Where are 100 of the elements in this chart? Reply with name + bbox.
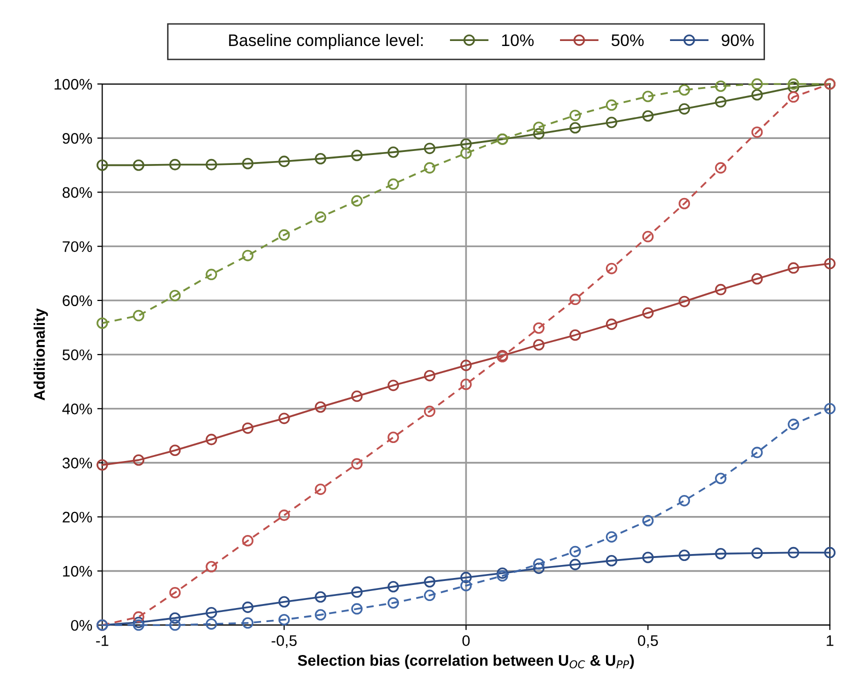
point <box>314 591 326 603</box>
point <box>751 273 763 284</box>
point <box>751 78 763 90</box>
point <box>788 91 800 103</box>
point <box>278 614 290 626</box>
point <box>606 531 618 543</box>
point <box>169 158 181 170</box>
point <box>351 150 363 162</box>
point <box>460 572 472 584</box>
point <box>278 156 290 168</box>
y-axis-title: Additionality <box>34 308 48 400</box>
point <box>751 547 763 559</box>
point <box>96 317 108 329</box>
point <box>678 84 690 96</box>
y-tick-label: 10% <box>63 566 92 577</box>
point <box>314 609 326 621</box>
point <box>242 158 254 170</box>
point <box>678 550 690 561</box>
point <box>642 552 654 564</box>
x-tick-label: 0 <box>462 635 470 646</box>
point <box>424 162 436 174</box>
point <box>715 162 726 174</box>
point <box>206 268 218 280</box>
point <box>388 597 399 609</box>
point <box>242 602 254 613</box>
point <box>424 370 436 382</box>
point <box>96 159 108 171</box>
point <box>678 494 690 506</box>
point <box>715 548 726 560</box>
x-tick-label: -0,5 <box>272 635 297 648</box>
point <box>169 290 181 302</box>
point <box>278 596 290 608</box>
point <box>533 128 544 140</box>
point <box>388 178 399 190</box>
point <box>606 555 618 566</box>
point <box>424 406 436 418</box>
legend-label: 90% <box>722 34 754 46</box>
point <box>496 570 508 582</box>
point <box>751 446 763 458</box>
y-tick-label: 80% <box>62 187 92 198</box>
point <box>278 229 290 241</box>
point <box>751 89 763 101</box>
point <box>132 611 144 623</box>
point <box>242 250 254 262</box>
point <box>132 310 144 322</box>
point <box>278 412 290 424</box>
point <box>569 558 581 570</box>
point <box>569 122 581 134</box>
point <box>824 402 836 414</box>
point <box>824 546 836 558</box>
x-tick-label: -1 <box>96 635 108 646</box>
point <box>569 294 581 306</box>
point <box>642 90 654 102</box>
point <box>388 580 399 592</box>
point <box>678 198 690 210</box>
point <box>642 110 654 122</box>
point <box>715 472 726 484</box>
y-tick-label: 90% <box>62 132 92 144</box>
point <box>533 122 544 133</box>
point <box>206 560 218 572</box>
point <box>206 618 218 630</box>
point <box>169 619 181 631</box>
point <box>678 103 690 115</box>
point <box>569 546 581 558</box>
point <box>351 390 363 402</box>
point <box>606 116 618 128</box>
point <box>788 262 800 274</box>
point <box>314 211 326 223</box>
point <box>460 580 472 592</box>
point <box>569 110 581 122</box>
point <box>242 617 254 629</box>
point <box>388 380 399 392</box>
legend-title: Baseline compliance level: <box>229 34 423 50</box>
point <box>788 82 800 93</box>
point <box>351 603 363 615</box>
point <box>132 616 144 628</box>
point <box>715 80 726 92</box>
point <box>678 296 690 308</box>
point <box>606 262 618 274</box>
y-tick-label: 30% <box>62 458 92 468</box>
y-tick-label: 0% <box>71 620 92 631</box>
point <box>169 586 181 598</box>
point <box>351 195 363 207</box>
point <box>533 339 544 351</box>
legend-label: 50% <box>612 34 644 46</box>
y-tick-label: 70% <box>62 241 92 252</box>
y-tick-label: 60% <box>62 295 92 306</box>
point <box>460 378 472 390</box>
point <box>388 146 399 158</box>
point <box>169 444 181 456</box>
point <box>642 230 654 242</box>
point <box>314 401 326 413</box>
point <box>533 562 544 574</box>
point <box>388 432 399 444</box>
point <box>314 152 326 164</box>
point <box>278 510 290 521</box>
point <box>460 148 472 159</box>
point <box>533 322 544 334</box>
point <box>132 159 144 171</box>
point <box>314 484 326 495</box>
